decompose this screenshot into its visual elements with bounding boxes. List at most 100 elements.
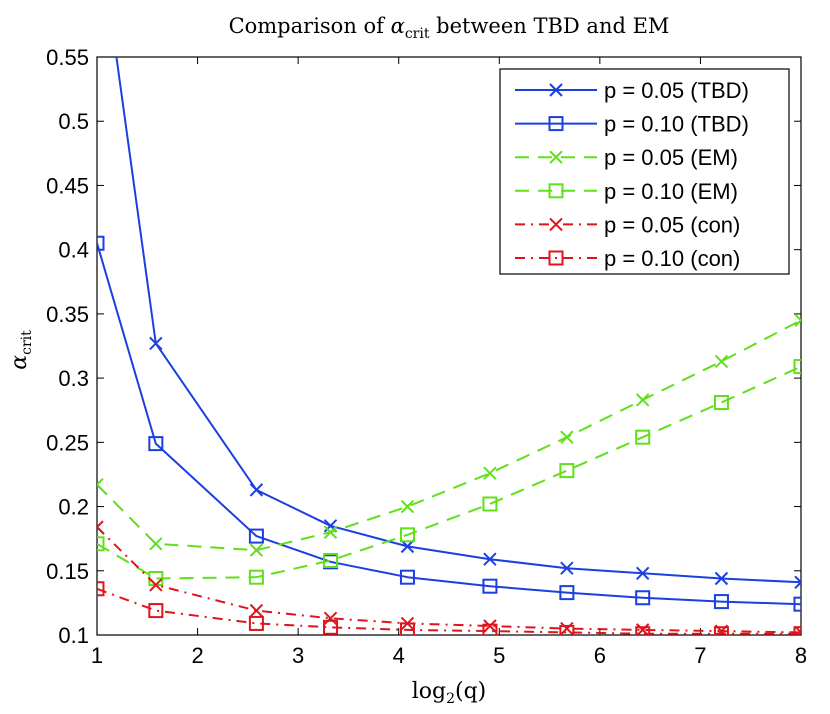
data-point: [635, 429, 651, 445]
data-point: [148, 603, 164, 619]
data-point: [793, 626, 801, 635]
y-tick-label: 0.45: [46, 173, 89, 198]
axis-tick-labels: 1 2 3 4 5 6 7 8 0.1 0.15 0.2 0.25 0.3 0.35 0.4 0.45 0.5 0…: [46, 45, 807, 668]
legend-entry: p = 0.05 (con): [515, 212, 740, 237]
y-tick-label: 0.3: [58, 366, 89, 391]
legend-marker: [549, 83, 563, 97]
series-0: [115, 57, 801, 590]
data-point: [149, 537, 163, 551]
x-tick-label: 7: [694, 643, 706, 668]
legend-entry: p = 0.10 (TBD): [515, 112, 749, 137]
legend-entry: p = 0.10 (EM): [515, 179, 738, 204]
data-point: [97, 235, 105, 251]
data-point: [248, 569, 264, 585]
data-point: [714, 354, 729, 369]
data-point: [323, 553, 339, 569]
data-point: [794, 313, 801, 328]
data-point: [148, 436, 164, 452]
legend-label: p = 0.10 (con): [604, 246, 740, 271]
data-point: [97, 520, 104, 534]
legend-marker: [549, 217, 563, 232]
data-point: [713, 395, 729, 411]
data-point: [714, 571, 729, 586]
chart-title: Comparison of αcrit between TBD and EM: [229, 14, 670, 42]
legend: p = 0.05 (TBD) p = 0.10 (TBD) p = 0.05 (EM…: [499, 68, 790, 275]
data-point: [323, 525, 338, 539]
legend-marker: [548, 116, 564, 132]
y-axis-label: αcrit: [7, 330, 35, 370]
data-point: [400, 499, 415, 514]
data-point: [560, 430, 574, 444]
x-tick-label: 6: [594, 643, 606, 668]
series-1: [97, 235, 801, 612]
x-tick-label: 2: [191, 643, 203, 668]
legend-label: p = 0.05 (EM): [604, 145, 738, 170]
series-layer: [97, 57, 801, 635]
data-point: [483, 466, 497, 480]
legend-label: p = 0.10 (EM): [604, 179, 738, 204]
legend-marker: [548, 250, 564, 266]
y-tick-label: 0.2: [58, 495, 89, 520]
x-tick-label: 5: [493, 643, 505, 668]
legend-box: [499, 68, 790, 275]
data-point: [635, 626, 651, 635]
series-5: [97, 581, 801, 635]
x-axis-label: log2(q): [412, 679, 487, 707]
y-tick-label: 0.15: [46, 559, 89, 584]
series-4: [97, 520, 801, 635]
legend-label: p = 0.10 (TBD): [604, 112, 749, 137]
data-point: [635, 590, 651, 606]
series-line: [97, 242, 801, 606]
x-tick-label: 4: [393, 643, 405, 668]
series-line: [115, 57, 801, 584]
data-point: [400, 539, 415, 554]
data-point: [793, 596, 801, 612]
data-point: [248, 615, 264, 631]
data-point: [560, 561, 574, 575]
data-point: [482, 496, 498, 512]
data-point: [149, 578, 163, 592]
data-point: [483, 619, 497, 633]
data-point: [249, 483, 264, 497]
legend-entry: p = 0.05 (TBD): [515, 78, 749, 103]
data-point: [149, 336, 163, 351]
data-point: [482, 578, 498, 594]
y-tick-label: 0.25: [46, 430, 89, 455]
y-tick-label: 0.55: [46, 45, 89, 70]
data-point: [559, 585, 575, 601]
legend-label: p = 0.05 (TBD): [604, 78, 749, 103]
data-point: [482, 623, 498, 635]
data-point: [249, 543, 264, 557]
data-point: [323, 619, 339, 635]
data-point: [713, 594, 729, 610]
data-point: [635, 566, 650, 581]
x-tick-label: 3: [292, 643, 304, 668]
series-2: [97, 313, 801, 557]
series-line: [97, 365, 801, 580]
y-tick-label: 0.5: [58, 109, 89, 134]
axis-ticks: [96, 56, 802, 636]
y-tick-label: 0.35: [46, 302, 89, 327]
series-line: [97, 587, 801, 635]
data-point: [635, 393, 650, 407]
data-point: [559, 624, 575, 635]
data-point: [483, 552, 497, 566]
y-tick-label: 0.1: [58, 623, 89, 648]
legend-entry: p = 0.10 (con): [515, 246, 740, 271]
data-point: [323, 611, 338, 626]
legend-marker: [548, 183, 564, 199]
data-point: [248, 528, 264, 544]
data-point: [560, 621, 574, 635]
data-point: [399, 527, 415, 543]
data-point: [713, 626, 729, 635]
data-point: [794, 625, 801, 635]
legend-label: p = 0.05 (con): [604, 212, 740, 237]
data-point: [793, 359, 801, 375]
data-point: [559, 463, 575, 479]
data-point: [97, 581, 105, 597]
y-tick-label: 0.4: [58, 238, 89, 263]
legend-entry: p = 0.05 (EM): [515, 145, 738, 170]
data-point: [97, 478, 104, 492]
data-point: [399, 569, 415, 585]
